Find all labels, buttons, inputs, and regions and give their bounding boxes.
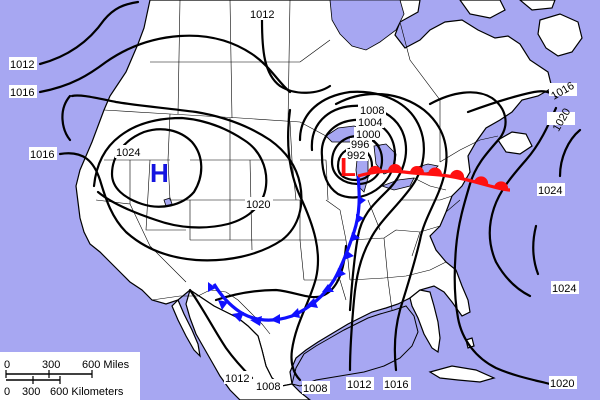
isobar-1020-bottom bbox=[428, 91, 552, 386]
cold-front-triangle bbox=[350, 232, 360, 242]
land-newfoundland bbox=[537, 13, 583, 57]
isobar-1012-outer bbox=[214, 244, 348, 302]
isobar-label: 1016 bbox=[10, 87, 34, 99]
warm-front-bump bbox=[428, 167, 443, 175]
isobar-1008-low bbox=[298, 90, 425, 372]
gulf-of-mexico bbox=[291, 305, 419, 387]
isobar-label: 1016 bbox=[384, 379, 408, 391]
cold-front-triangle bbox=[356, 214, 364, 224]
isobar-1012-left bbox=[38, 0, 140, 66]
cold-front-triangle bbox=[336, 268, 346, 278]
scale-km-600: 600 Kilometers bbox=[50, 386, 124, 398]
cold-front-triangle bbox=[290, 308, 300, 318]
isobar-label: 1024 bbox=[538, 185, 562, 197]
isobar-label: 1012 bbox=[225, 373, 249, 385]
isobar-1020-west bbox=[92, 116, 268, 229]
land-nova-scotia bbox=[497, 131, 533, 155]
high-pressure-center: H bbox=[150, 158, 169, 188]
us-state-borders bbox=[95, 113, 461, 311]
scale-miles-300: 300 bbox=[42, 359, 60, 371]
warm-front-bump bbox=[410, 166, 424, 173]
warm-front-bump bbox=[367, 165, 382, 174]
isobar-label: 1008 bbox=[303, 383, 327, 395]
isobar-label: 1008 bbox=[360, 105, 384, 117]
isobar-label: 1016 bbox=[30, 149, 54, 161]
isobar-1016-left-mid bbox=[58, 94, 303, 262]
scale-miles-0: 0 bbox=[4, 359, 10, 371]
isobar-label: 1012 bbox=[10, 59, 34, 71]
isobar-label: 996 bbox=[351, 139, 369, 151]
scale-km-0: 0 bbox=[4, 386, 10, 398]
cold-front-triangle bbox=[306, 298, 318, 308]
cold-front-triangle bbox=[218, 300, 228, 310]
cold-front-triangle bbox=[232, 312, 244, 322]
land-arctic-island-2 bbox=[519, 0, 556, 11]
isobar-label: 992 bbox=[347, 150, 365, 162]
isobar-label: 1004 bbox=[358, 117, 382, 129]
scale-miles-600: 600 Miles bbox=[82, 359, 130, 371]
isobar-1024-west bbox=[110, 128, 203, 208]
isobar-1008-outer bbox=[287, 108, 320, 382]
cold-front-triangle bbox=[344, 250, 354, 260]
isobar-label: 1008 bbox=[256, 381, 280, 393]
warm-front bbox=[357, 164, 511, 192]
isobar-1012-top bbox=[260, 18, 332, 94]
isobar-label: 1012 bbox=[250, 9, 274, 21]
canada-province-borders bbox=[150, 0, 441, 162]
isobar-1016-bottom bbox=[334, 92, 448, 372]
warm-front-bump bbox=[388, 164, 402, 171]
land-baja bbox=[171, 298, 201, 358]
isobar-label: 1020 bbox=[550, 378, 574, 390]
land-north-america bbox=[75, 0, 553, 387]
isobar-label: 1024 bbox=[552, 283, 576, 295]
scale-km-300: 300 bbox=[22, 386, 40, 398]
isobar-labels: 1012 1012 1016 1016 1024 1020 1008 1004 … bbox=[9, 7, 579, 395]
scale-bar: 0 300 600 Miles 0 300 600 Kilometers bbox=[0, 352, 140, 400]
cold-front-triangle bbox=[270, 314, 280, 324]
isobar-996-low bbox=[330, 134, 384, 186]
land-florida bbox=[409, 289, 441, 354]
cold-front-triangle bbox=[322, 284, 334, 292]
land-arctic-island-1 bbox=[459, 0, 506, 19]
cold-front-line bbox=[212, 175, 361, 322]
warm-front-bump bbox=[450, 169, 465, 178]
scale-bar-background bbox=[0, 352, 140, 400]
cold-front-triangle bbox=[358, 196, 366, 206]
cold-front-triangle bbox=[208, 282, 216, 292]
warm-front-bump bbox=[474, 176, 489, 185]
isobar-1020-ne bbox=[488, 106, 558, 298]
warm-front-bump bbox=[494, 181, 509, 190]
isobar-label: 1012 bbox=[347, 379, 371, 391]
cold-front-triangle bbox=[250, 316, 262, 326]
isobar-1020-east-inner bbox=[61, 94, 72, 142]
cold-front bbox=[208, 175, 366, 326]
land-cuba bbox=[428, 365, 496, 383]
isobar-1024-east bbox=[532, 128, 582, 276]
isobar-1004-low bbox=[310, 104, 408, 312]
isobar-label: 1020 bbox=[246, 199, 270, 211]
isobar-label: 1024 bbox=[116, 147, 140, 159]
land-bahamas bbox=[465, 337, 475, 349]
hudson-bay bbox=[329, 0, 405, 51]
isobar-1016-left-top bbox=[38, 34, 292, 94]
warm-front-line bbox=[357, 169, 511, 192]
